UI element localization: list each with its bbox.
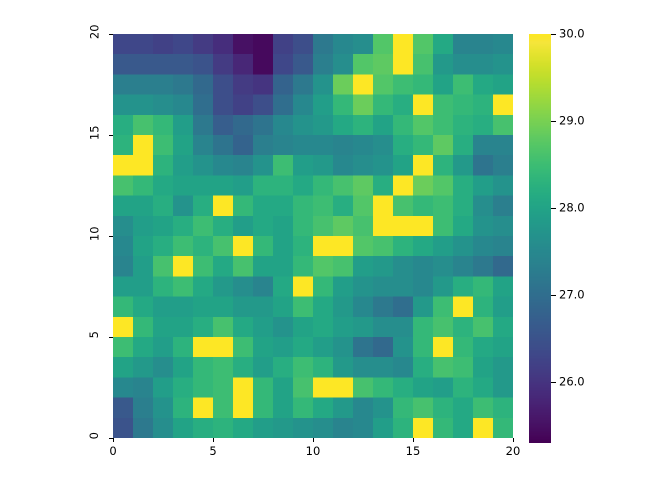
colorbar-tick-label: 28.0 <box>559 200 585 215</box>
colorbar-tick-mark <box>551 33 556 35</box>
y-tick-label: 0 <box>87 432 102 440</box>
y-tick-mark <box>109 336 113 338</box>
heatmap-image <box>113 34 513 438</box>
colorbar[interactable] <box>529 34 551 443</box>
y-tick-mark <box>109 437 113 439</box>
colorbar-tick-mark <box>551 294 556 296</box>
x-tick-mark <box>212 438 214 442</box>
colorbar-tick-mark <box>551 120 556 122</box>
colorbar-tick-label: 26.0 <box>559 374 585 389</box>
colorbar-tick-mark <box>551 381 556 383</box>
heatmap-axes[interactable] <box>113 34 513 438</box>
y-tick-label: 15 <box>87 125 102 141</box>
colorbar-tick-label: 30.0 <box>559 26 585 41</box>
x-tick-label: 5 <box>209 444 217 458</box>
x-tick-label: 0 <box>109 444 117 458</box>
y-tick-label: 10 <box>87 226 102 242</box>
x-tick-mark <box>412 438 414 442</box>
x-tick-label: 10 <box>305 444 321 458</box>
colorbar-tick-label: 29.0 <box>559 113 585 128</box>
x-tick-label: 20 <box>505 444 521 458</box>
colorbar-tick-label: 27.0 <box>559 287 585 302</box>
x-tick-mark <box>512 438 514 442</box>
colorbar-gradient <box>529 34 551 443</box>
x-tick-label: 15 <box>405 444 421 458</box>
colorbar-tick-mark <box>551 207 556 209</box>
y-tick-mark <box>109 134 113 136</box>
y-tick-mark <box>109 33 113 35</box>
y-tick-mark <box>109 235 113 237</box>
y-tick-label: 20 <box>87 24 102 40</box>
y-tick-label: 5 <box>87 331 102 339</box>
x-tick-mark <box>312 438 314 442</box>
x-tick-mark <box>112 438 114 442</box>
